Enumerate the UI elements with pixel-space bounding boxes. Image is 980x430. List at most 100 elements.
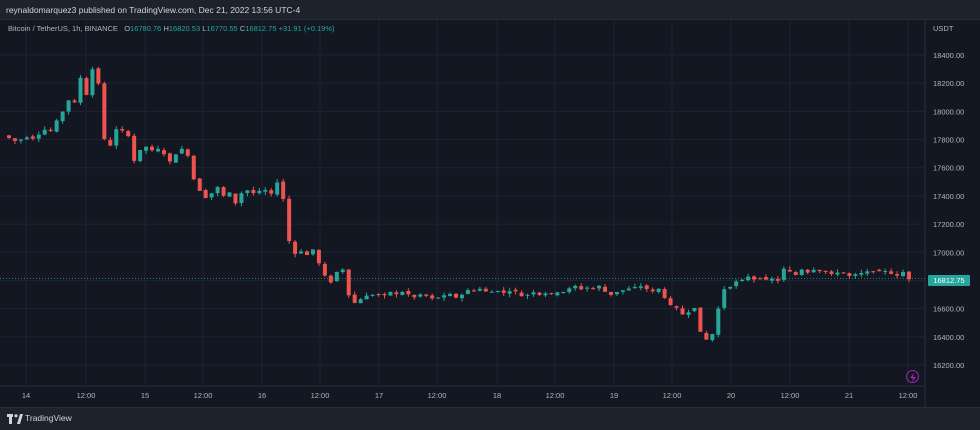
candle-body (513, 289, 518, 292)
candle-body (698, 307, 703, 332)
candle-body (865, 271, 870, 274)
x-tick-label: 18 (493, 391, 501, 400)
candle-body (555, 292, 560, 296)
x-tick-label: 20 (727, 391, 735, 400)
y-tick-label: 18000.00 (933, 107, 964, 116)
candle-body (400, 291, 405, 295)
candle-body (24, 137, 29, 140)
legend-high-label: H (163, 24, 169, 33)
candle-body (740, 279, 745, 282)
candle-body (495, 290, 500, 292)
candle-body (662, 289, 667, 299)
candle-body (173, 154, 178, 163)
candle-body (543, 293, 548, 296)
candle-body (656, 288, 661, 292)
candle-body (752, 276, 757, 280)
candle-body (847, 273, 852, 276)
candle-body (305, 251, 310, 256)
candle-body (597, 285, 602, 289)
candle-body (84, 78, 89, 95)
candle-body (66, 100, 71, 112)
candle-body (638, 286, 643, 288)
candle-body (42, 129, 47, 135)
candle-body (382, 293, 387, 296)
x-tick-label: 12:00 (899, 391, 918, 400)
chart-area[interactable]: 18400.00 18200.00 18000.00 17800.00 17600.00… (0, 20, 980, 407)
candle-body (269, 190, 274, 194)
candle-body (358, 299, 363, 304)
current-price-tag: 16812.75 (928, 275, 970, 286)
legend-low-label: L (202, 24, 207, 33)
x-tick-label: 19 (610, 391, 618, 400)
candle-body (138, 150, 143, 162)
candle-body (728, 286, 733, 289)
candle-body (18, 139, 23, 141)
x-tick-label: 12:00 (428, 391, 447, 400)
candle-body (161, 150, 166, 155)
x-tick-label: 12:00 (546, 391, 565, 400)
candle-body (775, 278, 780, 281)
candle-body (716, 308, 721, 335)
candle-body (668, 298, 673, 306)
candle-body (209, 193, 214, 198)
tradingview-logo-icon[interactable] (7, 414, 23, 424)
y-tick-label: 17200.00 (933, 220, 964, 229)
candle-body (793, 272, 798, 275)
candle-body (644, 285, 649, 290)
legend-symbol: Bitcoin / TetherUS, 1h, BINANCE (8, 24, 118, 33)
candle-body (436, 297, 441, 299)
lightning-button[interactable] (906, 370, 919, 383)
candle-body (227, 192, 232, 197)
candle-body (352, 294, 357, 303)
y-tick-label: 16600.00 (933, 305, 964, 314)
candle-body (877, 269, 882, 272)
candle-body (340, 269, 345, 273)
candle-body (394, 292, 399, 295)
candle-body (150, 146, 155, 151)
candle-body (710, 334, 715, 341)
candle-body (412, 294, 417, 298)
y-tick-label: 16200.00 (933, 361, 964, 370)
y-tick-label: 17400.00 (933, 192, 964, 201)
candle-body (477, 288, 482, 291)
x-tick-label: 12:00 (781, 391, 800, 400)
candle-body (579, 286, 584, 290)
candle-body (114, 129, 119, 146)
candle-body (6, 135, 11, 139)
candle-body (829, 271, 834, 275)
candle-body (519, 292, 524, 297)
candle-body (346, 269, 351, 296)
candle-body (191, 155, 196, 180)
candle-body (454, 293, 459, 298)
tradingview-brand[interactable]: TradingView (25, 413, 72, 423)
candle-body (203, 190, 208, 199)
candlestick-chart[interactable]: 18400.00 18200.00 18000.00 17800.00 17600.00… (0, 20, 980, 407)
candle-body (316, 249, 321, 264)
y-tick-label: 18400.00 (933, 51, 964, 60)
candle-body (841, 272, 846, 274)
candle-body (328, 275, 333, 283)
x-tick-label: 12:00 (311, 391, 330, 400)
candle-body (614, 292, 619, 295)
candle-body (531, 292, 536, 295)
candle-body (734, 281, 739, 287)
candle-body (585, 287, 590, 289)
candle-body (370, 294, 375, 296)
candle-body (418, 294, 423, 297)
candle-body (722, 289, 727, 308)
candle-body (239, 193, 244, 204)
candle-body (126, 130, 131, 137)
candle-body (835, 272, 840, 275)
lightning-icon (910, 372, 916, 382)
x-tick-label: 12:00 (194, 391, 213, 400)
candle-body (603, 286, 608, 292)
candle-body (215, 187, 220, 194)
candle-body (769, 278, 774, 281)
candle-body (179, 148, 184, 154)
candle-body (167, 153, 172, 162)
candle-body (823, 270, 828, 272)
candle-body (132, 135, 137, 161)
candle-body (442, 295, 447, 298)
legend-high-value: 16820.53 (168, 24, 201, 33)
candle-body (501, 290, 506, 293)
